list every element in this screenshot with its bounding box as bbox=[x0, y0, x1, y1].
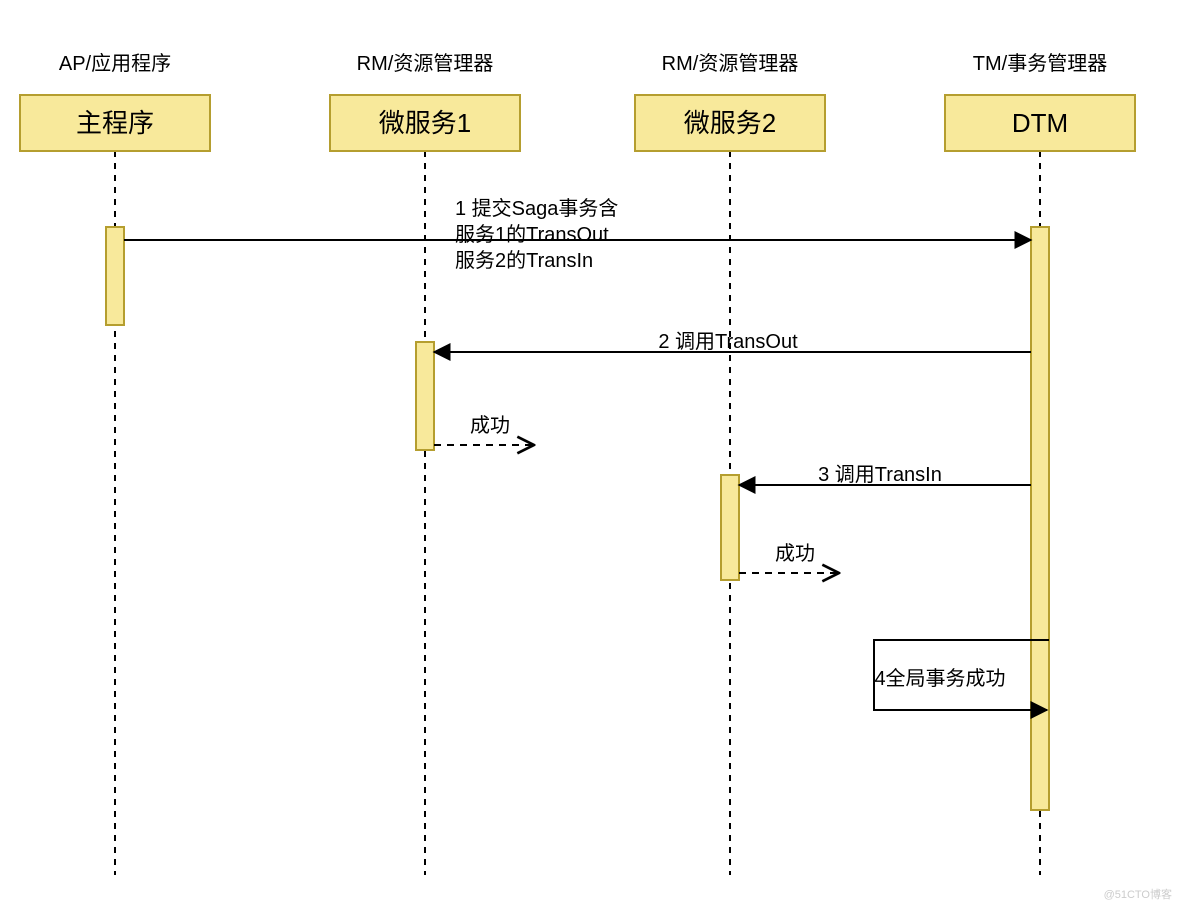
sequence-diagram: AP/应用程序主程序 RM/资源管理器微服务1 RM/资源管理器微服务2 TM/事务管… bbox=[0, 0, 1184, 908]
activation-rm2 bbox=[721, 475, 739, 580]
message-label-m4: 3 调用TransIn bbox=[818, 463, 942, 486]
activation-rm1 bbox=[416, 342, 434, 450]
participant-box-label-rm1: 微服务1 bbox=[379, 108, 471, 138]
participant-top-label-rm1: RM/资源管理器 bbox=[357, 52, 494, 75]
participant-box-label-ap: 主程序 bbox=[76, 108, 154, 138]
activation-ap bbox=[106, 227, 124, 325]
message-label-m6: 4全局事务成功 bbox=[874, 667, 1005, 690]
message-label-m2: 2 调用TransOut bbox=[658, 330, 798, 353]
participant-box-label-tm: DTM bbox=[1012, 108, 1068, 138]
participant-top-label-rm2: RM/资源管理器 bbox=[662, 52, 799, 75]
message-label-m3: 成功 bbox=[470, 414, 510, 437]
participant-box-label-rm2: 微服务2 bbox=[684, 108, 776, 138]
participant-top-label-tm: TM/事务管理器 bbox=[973, 52, 1107, 75]
watermark: @51CTO博客 bbox=[1104, 887, 1172, 901]
message-label-m5: 成功 bbox=[775, 542, 815, 565]
participant-top-label-ap: AP/应用程序 bbox=[59, 52, 171, 75]
activation-tm bbox=[1031, 227, 1049, 810]
message-label-m1: 1 提交Saga事务含服务1的TransOut服务2的TransIn bbox=[455, 197, 618, 272]
